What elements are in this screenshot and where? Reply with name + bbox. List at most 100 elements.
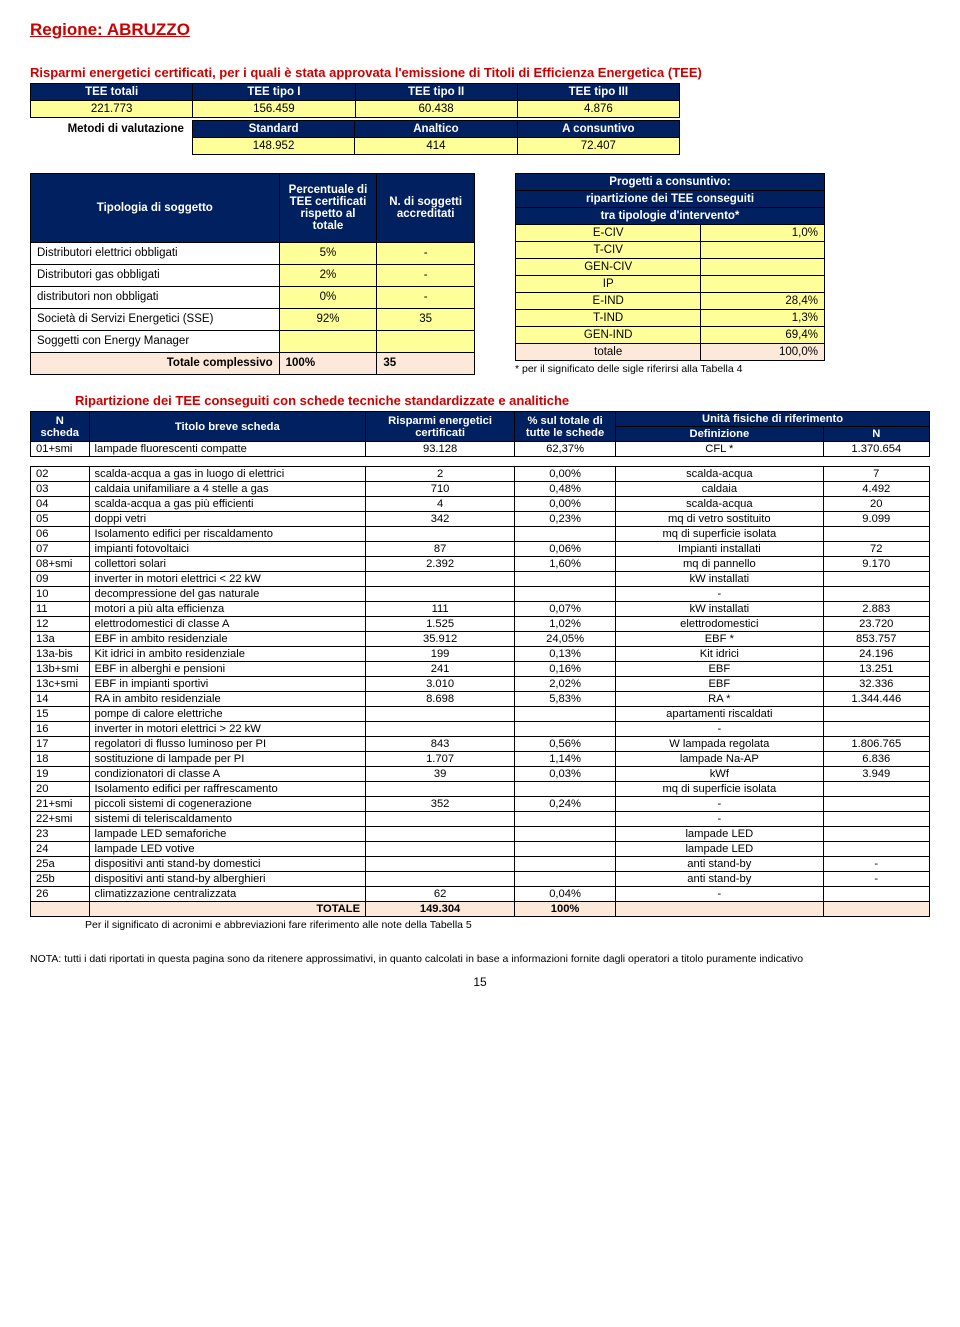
table-cell: 25b [31, 872, 90, 887]
method-table: Metodi di valutazione Standard Analtico … [30, 120, 680, 155]
table-cell: 10 [31, 587, 90, 602]
table-cell [515, 827, 616, 842]
table-cell: kW installati [616, 572, 823, 587]
table-cell: Kit idrici in ambito residenziale [89, 647, 366, 662]
table-cell: - [823, 857, 929, 872]
table-cell: collettori solari [89, 557, 366, 572]
rip-h-c3: Risparmi energetici certificati [366, 412, 515, 442]
table-cell: decompressione del gas naturale [89, 587, 366, 602]
table-cell: CFL * [616, 442, 823, 457]
table-cell: 0,56% [515, 737, 616, 752]
table-cell: caldaia unifamiliare a 4 stelle a gas [89, 482, 366, 497]
table-cell: 6.836 [823, 752, 929, 767]
table-cell [515, 872, 616, 887]
table-cell: 352 [366, 797, 515, 812]
table-cell [515, 812, 616, 827]
table-cell [823, 887, 929, 902]
table-cell: 69,4% [701, 327, 825, 344]
table-cell: 7 [823, 467, 929, 482]
table-cell [823, 587, 929, 602]
table-cell: 19 [31, 767, 90, 782]
table-cell: - [377, 286, 475, 308]
rip-h-c2: Titolo breve scheda [89, 412, 366, 442]
table-cell: T-CIV [516, 242, 701, 259]
table-cell [823, 812, 929, 827]
table-cell: 13a-bis [31, 647, 90, 662]
table-cell: mq di pannello [616, 557, 823, 572]
table-cell: 0,24% [515, 797, 616, 812]
table-cell: inverter in motori elettrici < 22 kW [89, 572, 366, 587]
table-cell: 04 [31, 497, 90, 512]
table-cell: 13b+smi [31, 662, 90, 677]
table-cell: 62,37% [515, 442, 616, 457]
prog-total-k: totale [516, 344, 701, 361]
table-cell [701, 276, 825, 293]
table-cell: W lampada regolata [616, 737, 823, 752]
tee-v2: 60.438 [355, 101, 517, 118]
tipologia-table: Tipologia di soggetto Percentuale di TEE… [30, 173, 475, 375]
table-cell: 4 [366, 497, 515, 512]
region-title: Regione: ABRUZZO [30, 20, 930, 40]
table-cell: 3.010 [366, 677, 515, 692]
tip-h3: N. di soggetti accreditati [377, 174, 475, 243]
table-cell [366, 872, 515, 887]
table-cell [279, 330, 377, 352]
table-cell [701, 259, 825, 276]
rip-total-r: 149.304 [366, 902, 515, 917]
prog-total-v: 100,0% [701, 344, 825, 361]
table-cell: 0,04% [515, 887, 616, 902]
table-cell: 26 [31, 887, 90, 902]
table-cell: E-CIV [516, 225, 701, 242]
table-cell: sistemi di teleriscaldamento [89, 812, 366, 827]
table-cell: lampade LED votive [89, 842, 366, 857]
table-cell [366, 812, 515, 827]
table-cell: 18 [31, 752, 90, 767]
table-cell [823, 707, 929, 722]
cert-title: Risparmi energetici certificati, per i q… [30, 65, 930, 80]
prog-h1: Progetti a consuntivo: [516, 174, 825, 191]
method-label: Metodi di valutazione [30, 121, 192, 138]
table-cell: 710 [366, 482, 515, 497]
table-cell: 111 [366, 602, 515, 617]
table-cell: 1,60% [515, 557, 616, 572]
table-cell: RA in ambito residenziale [89, 692, 366, 707]
table-cell: 9.099 [823, 512, 929, 527]
table-cell: 32.336 [823, 677, 929, 692]
table-cell: 1.707 [366, 752, 515, 767]
table-cell: 9.170 [823, 557, 929, 572]
table-cell [823, 527, 929, 542]
table-cell: 92% [279, 308, 377, 330]
table-cell: impianti fotovoltaici [89, 542, 366, 557]
table-cell: 13a [31, 632, 90, 647]
table-cell: - [616, 722, 823, 737]
table-cell: sostituzione di lampade per PI [89, 752, 366, 767]
table-row: distributori non obbligati [31, 286, 280, 308]
table-cell: 72 [823, 542, 929, 557]
table-cell [366, 782, 515, 797]
table-cell [515, 527, 616, 542]
table-cell: dispositivi anti stand-by domestici [89, 857, 366, 872]
rip-h-c5b: N [823, 427, 929, 442]
table-cell: pompe di calore elettriche [89, 707, 366, 722]
tip-total-n: 35 [377, 352, 475, 374]
table-cell: 853.757 [823, 632, 929, 647]
table-cell: 1,14% [515, 752, 616, 767]
table-cell [515, 857, 616, 872]
table-cell: 07 [31, 542, 90, 557]
table-cell: 843 [366, 737, 515, 752]
table-cell: lampade fluorescenti compatte [89, 442, 366, 457]
table-cell: 2% [279, 264, 377, 286]
table-cell: kWf [616, 767, 823, 782]
table-cell: 87 [366, 542, 515, 557]
table-cell [366, 527, 515, 542]
table-row: Società di Servizi Energetici (SSE) [31, 308, 280, 330]
rip-table: N scheda Titolo breve scheda Risparmi en… [30, 411, 930, 917]
table-cell: apartamenti riscaldati [616, 707, 823, 722]
tip-total-label: Totale complessivo [31, 352, 280, 374]
table-row: Distributori gas obbligati [31, 264, 280, 286]
table-cell: 20 [823, 497, 929, 512]
table-cell: 5% [279, 242, 377, 264]
table-cell: 16 [31, 722, 90, 737]
table-cell: condizionatori di classe A [89, 767, 366, 782]
table-cell: 0,23% [515, 512, 616, 527]
